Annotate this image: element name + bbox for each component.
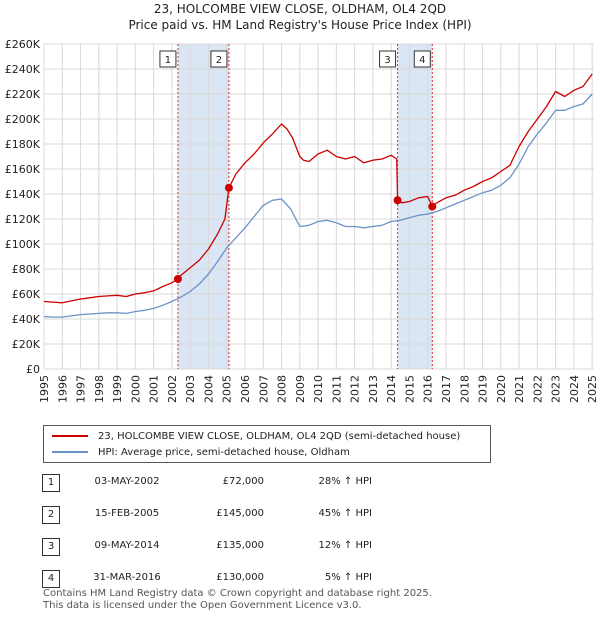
x-tick-label: 2021: [513, 375, 526, 403]
sale-point: [224, 183, 233, 192]
x-tick-label: 2007: [257, 375, 270, 403]
x-tick-label: 1999: [111, 375, 124, 403]
y-tick-label: £140K: [5, 188, 41, 201]
sale-date: 03-MAY-2002: [94, 476, 160, 487]
y-tick-label: £100K: [5, 238, 41, 251]
sale-hpi-change: 5% ↑ HPI: [324, 572, 372, 583]
sale-hpi-change: 28% ↑ HPI: [318, 476, 372, 487]
sale-hpi-change: 45% ↑ HPI: [318, 508, 372, 519]
sale-price: £135,000: [216, 540, 264, 551]
x-tick-label: 2004: [202, 375, 215, 403]
sale-label-box: [379, 50, 397, 68]
x-tick-label: 2025: [586, 375, 599, 403]
plot-area: [44, 44, 594, 369]
sale-date: 09-MAY-2014: [94, 540, 160, 551]
sale-label: 4: [419, 55, 425, 66]
x-tick-label: 2013: [367, 375, 380, 403]
x-tick-label: 1997: [75, 375, 88, 403]
y-tick-label: £80K: [12, 263, 41, 276]
x-tick-label: 2016: [422, 375, 435, 403]
x-tick-label: 2009: [294, 375, 307, 403]
x-tick-label: 1995: [38, 375, 51, 403]
x-tick-label: 2005: [221, 375, 234, 403]
x-tick-label: 2019: [477, 375, 490, 403]
sale-date: 31-MAR-2016: [93, 572, 161, 583]
x-tick-label: 2014: [385, 375, 398, 403]
x-tick-label: 2011: [330, 375, 343, 403]
sale-number-badge: 3: [42, 538, 60, 556]
y-tick-label: £200K: [5, 113, 41, 126]
sale-label-box: [159, 50, 177, 68]
x-tick-label: 1996: [56, 375, 69, 403]
legend-label-property: 23, HOLCOMBE VIEW CLOSE, OLDHAM, OL4 2QD…: [98, 430, 461, 442]
table-row: 4 31-MAR-2016 £130,000 5% ↑ HPI: [42, 566, 442, 588]
chart-subtitle: Price paid vs. HM Land Registry's House …: [128, 18, 472, 32]
y-tick-label: £260K: [5, 38, 41, 51]
sale-point: [173, 275, 182, 283]
x-tick-label: 2010: [312, 375, 325, 403]
x-tick-label: 2000: [129, 375, 142, 403]
x-tick-label: 2024: [568, 375, 581, 403]
footer-copyright: Contains HM Land Registry data © Crown c…: [43, 588, 432, 599]
sale-point: [393, 196, 402, 205]
legend-swatch-property: [52, 435, 88, 437]
y-tick-label: £60K: [12, 288, 41, 301]
legend-item-hpi: HPI: Average price, semi-detached house,…: [52, 445, 350, 459]
sale-label-box: [413, 50, 431, 68]
legend: 23, HOLCOMBE VIEW CLOSE, OLDHAM, OL4 2QD…: [43, 425, 491, 463]
sale-period-shading: [177, 44, 229, 369]
y-tick-label: £240K: [5, 63, 41, 76]
x-tick-label: 2008: [276, 375, 289, 403]
y-tick-label: £0: [26, 363, 40, 376]
y-tick-label: £180K: [5, 138, 41, 151]
x-tick-label: 2018: [458, 375, 471, 403]
x-tick-label: 2001: [148, 375, 161, 403]
sale-label: 1: [165, 55, 171, 66]
sale-hpi-change: 12% ↑ HPI: [318, 540, 372, 551]
legend-swatch-hpi: [52, 451, 88, 453]
x-tick-label: 2006: [239, 375, 252, 403]
sale-point: [428, 202, 437, 211]
x-tick-label: 2003: [184, 375, 197, 403]
sale-label: 2: [216, 55, 222, 66]
y-tick-label: £220K: [5, 88, 41, 101]
sale-date: 15-FEB-2005: [94, 508, 160, 519]
table-row: 3 09-MAY-2014 £135,000 12% ↑ HPI: [42, 534, 442, 556]
legend-item-property: 23, HOLCOMBE VIEW CLOSE, OLDHAM, OL4 2QD…: [52, 429, 460, 443]
hpi-line: [43, 93, 593, 318]
price-chart: £0 £20K £40K £60K £80K £100K £120K £140K £160K £1…: [5, 38, 599, 403]
sale-period-shading: [397, 44, 433, 369]
table-row: 2 15-FEB-2005 £145,000 45% ↑ HPI: [42, 502, 442, 524]
sale-label-box: [210, 50, 228, 68]
legend-label-hpi: HPI: Average price, semi-detached house,…: [98, 446, 350, 458]
x-tick-label: 2023: [550, 375, 563, 403]
table-row: 1 03-MAY-2002 £72,000 28% ↑ HPI: [42, 470, 442, 492]
y-tick-label: £160K: [5, 163, 41, 176]
x-tick-label: 2015: [403, 375, 416, 403]
sale-number-badge: 2: [42, 506, 60, 524]
sale-price: £145,000: [216, 508, 264, 519]
x-tick-label: 2022: [531, 375, 544, 403]
x-tick-label: 2012: [349, 375, 362, 403]
chart-title: 23, HOLCOMBE VIEW CLOSE, OLDHAM, OL4 2QD: [153, 2, 447, 16]
sale-price: £72,000: [222, 476, 264, 487]
x-tick-label: 1998: [93, 375, 106, 403]
footer-licence: This data is licensed under the Open Gov…: [43, 600, 362, 611]
y-tick-label: £20K: [12, 338, 41, 351]
property-price-line: [43, 73, 593, 304]
x-tick-label: 2002: [166, 375, 179, 403]
x-tick-label: 2020: [495, 375, 508, 403]
sale-price: £130,000: [216, 572, 264, 583]
sale-number-badge: 1: [42, 474, 60, 492]
y-tick-label: £40K: [12, 313, 41, 326]
x-tick-label: 2017: [440, 375, 453, 403]
sale-number-badge: 4: [42, 570, 60, 588]
sale-label: 3: [384, 55, 390, 66]
y-tick-label: £120K: [5, 213, 41, 226]
